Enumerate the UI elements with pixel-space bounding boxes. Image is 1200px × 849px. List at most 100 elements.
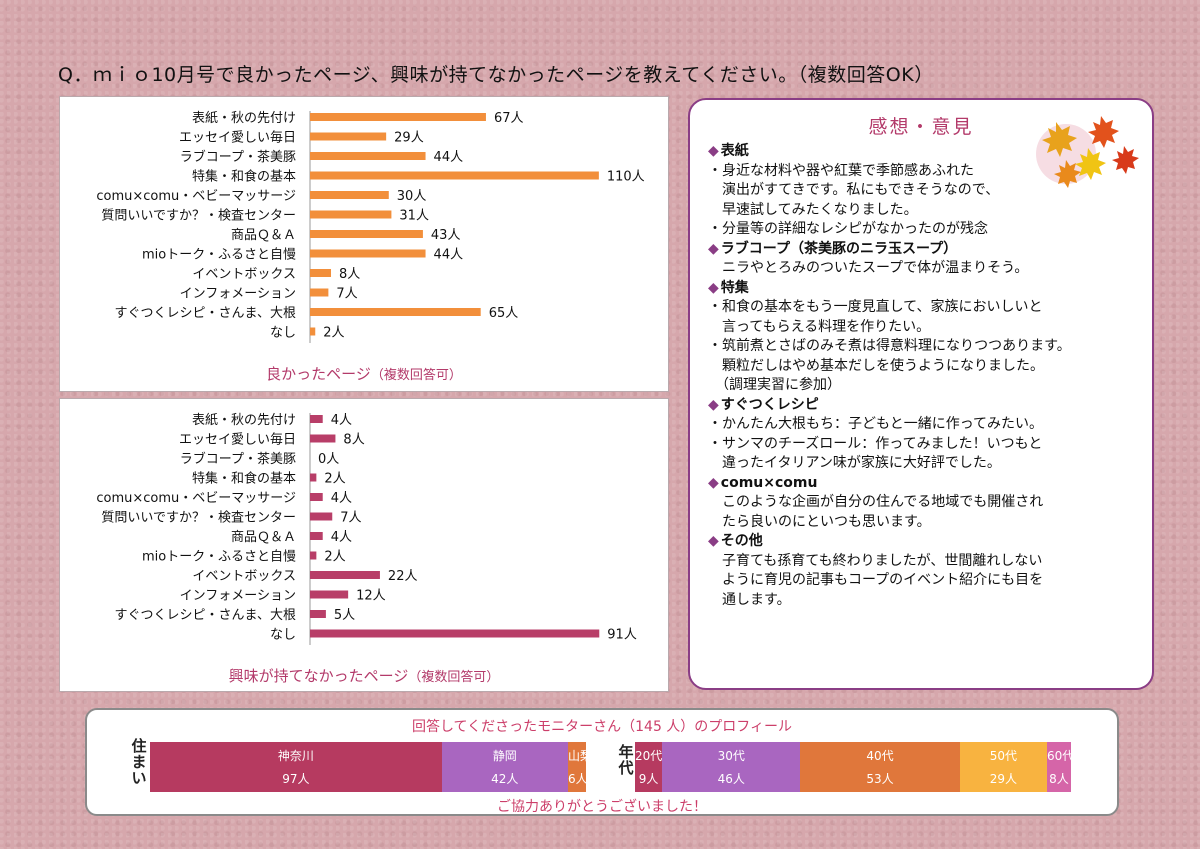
category-label: 質問いいですか？・検査センター xyxy=(101,511,296,526)
profile-title: 回答してくださったモニターさん（145 人）のプロフィール xyxy=(411,719,793,735)
value-label: 5人 xyxy=(334,608,355,623)
value-label: 65人 xyxy=(489,306,519,321)
category-label: なし xyxy=(270,628,296,643)
category-label: インフォメーション xyxy=(180,589,296,604)
value-label: 110人 xyxy=(607,170,645,185)
residence-label: 住まい xyxy=(131,737,147,787)
category-label: 特集・和食の基本 xyxy=(192,471,296,487)
uninteresting-pages-chart-title-wrap: 興味が持てなかったページ（複数回答可） xyxy=(60,665,668,686)
opinion-section-heading: ◆ その他 xyxy=(708,532,1148,552)
bar xyxy=(310,327,316,336)
uninteresting-pages-chart-title: 興味が持てなかったページ xyxy=(228,667,409,685)
category-label: エッセイ愛しい毎日 xyxy=(179,130,296,146)
category-label: comu×comu・ベビーマッサージ xyxy=(96,491,296,506)
category-label: 表紙・秋の先付け xyxy=(192,413,296,428)
age-segment-value: 29人 xyxy=(989,772,1017,786)
diamond-icon: ◆ xyxy=(708,533,719,549)
age-segment-name: 20代 xyxy=(635,749,663,763)
opinion-line: 顆粒だしはやめ基本だしを使うようになりました。 xyxy=(708,357,1044,374)
opinion-line: 言ってもらえる料理を作りたい。 xyxy=(708,318,931,335)
value-label: 4人 xyxy=(331,413,352,428)
opinion-section-heading-text: ラブコープ（茶美豚のニラ玉スープ） xyxy=(720,240,958,257)
opinion-line: たら良いのにといつも思います。 xyxy=(708,513,931,530)
residence-segment: 静岡 42人 xyxy=(441,742,568,792)
bar xyxy=(310,171,599,180)
age-label: 年代 xyxy=(618,743,634,777)
opinion-line: ように育児の記事もコープのイベント紹介にも目を xyxy=(708,572,1044,588)
category-label: mioトーク・ふるさと自慢 xyxy=(142,247,296,263)
opinion-line: ・分量等の詳細なレシピがなかったのが残念 xyxy=(708,221,988,237)
opinion-section-heading: ◆ すぐつくレシピ xyxy=(708,396,1148,416)
bar xyxy=(310,308,481,316)
age-segment: 60代以上 8人 xyxy=(1046,742,1099,792)
residence-segment: 神奈川 97人 xyxy=(150,742,442,792)
value-label: 2人 xyxy=(324,550,345,565)
category-label: 質問いいですか？・検査センター xyxy=(101,209,296,224)
opinions-panel: 感想・意見 ◆ 表紙 ・身近な材料や器や紅葉で季節感あふれた 演出がすてきです。私に… xyxy=(688,98,1154,690)
category-label: すぐつくレシピ・さんま、大根 xyxy=(115,306,296,321)
category-label: comu×comu・ベビーマッサージ xyxy=(96,189,296,204)
age-segment-value: 53人 xyxy=(866,772,894,786)
category-label: イベントボックス xyxy=(192,569,296,584)
value-label: 4人 xyxy=(331,530,352,545)
bar xyxy=(310,210,392,219)
bar xyxy=(310,571,380,579)
opinion-section-heading: ◆ 表紙 xyxy=(708,142,1148,162)
category-label: 特集・和食の基本 xyxy=(192,169,296,185)
value-label: 29人 xyxy=(394,131,424,146)
value-label: 2人 xyxy=(324,472,345,487)
value-label: 91人 xyxy=(607,628,637,643)
residence-segment-value: 97人 xyxy=(282,772,310,786)
value-label: 44人 xyxy=(434,248,464,263)
value-label: 12人 xyxy=(356,589,386,604)
category-label: ラブコープ・茶美豚 xyxy=(180,451,296,467)
age-segment-value: 8人 xyxy=(1049,772,1069,786)
bar xyxy=(310,532,323,540)
profile-panel: 回答してくださったモニターさん（145 人）のプロフィール 住まい 年代 神奈川… xyxy=(85,708,1119,816)
bar xyxy=(310,493,323,501)
category-label: すぐつくレシピ・さんま、大根 xyxy=(115,608,296,623)
opinion-section-heading: ◆ ラブコープ（茶美豚のニラ玉スープ） xyxy=(708,240,1148,260)
value-label: 22人 xyxy=(388,569,418,584)
opinion-line: ・身近な材料や器や紅葉で季節感あふれた xyxy=(708,162,974,179)
residence-segment-name: 神奈川 xyxy=(277,749,314,763)
value-label: 31人 xyxy=(399,209,429,224)
opinion-line: 違ったイタリアン味が家族に大好評でした。 xyxy=(708,455,1001,471)
bar xyxy=(310,629,600,638)
bar xyxy=(310,473,317,482)
category-label: 表紙・秋の先付け xyxy=(192,111,296,126)
opinion-line: ・筑前煮とさばのみそ煮は得意料理になりつつあります。 xyxy=(708,338,1071,354)
value-label: 7人 xyxy=(340,511,361,526)
opinion-line: 子育ても孫育ても終わりましたが、世間離れしない xyxy=(708,552,1043,569)
bar xyxy=(310,230,423,238)
bar xyxy=(310,113,486,121)
age-segment: 30代 46人 xyxy=(662,742,801,792)
opinion-section-heading: ◆ comu×comu xyxy=(708,474,1148,494)
good-pages-chart-title-wrap: 良かったページ（複数回答可） xyxy=(60,363,668,384)
opinion-section-heading-text: 特集 xyxy=(720,279,749,296)
age-segment-name: 40代 xyxy=(866,749,894,763)
category-label: エッセイ愛しい毎日 xyxy=(179,432,296,448)
opinion-section-heading-text: その他 xyxy=(720,533,763,549)
opinion-line: 演出がすてきです。私にもできそうなので、 xyxy=(708,182,1000,198)
category-label: なし xyxy=(270,326,296,341)
bar xyxy=(310,288,329,297)
bar xyxy=(310,434,336,443)
category-label: イベントボックス xyxy=(192,267,296,282)
age-segment-value: 46人 xyxy=(717,772,745,786)
opinion-section-heading-text: comu×comu xyxy=(720,474,818,491)
opinion-line: ・和食の基本をもう一度見直して、家族においしいと xyxy=(708,299,1043,315)
age-segment-name: 30代 xyxy=(717,749,745,763)
residence-segment-value: 6人 xyxy=(567,772,588,786)
age-segment-name: 60代以上 xyxy=(1046,749,1099,763)
category-label: mioトーク・ふるさと自慢 xyxy=(142,549,296,565)
value-label: 7人 xyxy=(336,287,357,302)
question-title: Q．ｍｉｏ10月号で良かったページ、興味が持てなかったページを教えてください。（… xyxy=(58,64,934,86)
value-label: 43人 xyxy=(431,228,461,243)
value-label: 0人 xyxy=(318,452,339,467)
value-label: 44人 xyxy=(434,150,464,165)
residence-segment-value: 42人 xyxy=(491,772,519,786)
age-segment-name: 50代 xyxy=(989,749,1017,763)
